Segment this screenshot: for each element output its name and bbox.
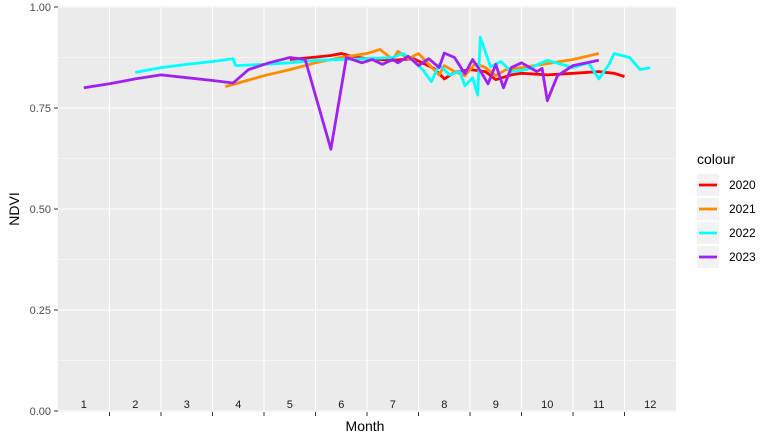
y-tick-label: 0.50 bbox=[30, 204, 51, 216]
y-tick-label: 0.75 bbox=[30, 103, 51, 115]
month-label: 9 bbox=[493, 399, 499, 411]
month-label: 1 bbox=[81, 399, 87, 411]
x-axis bbox=[109, 412, 625, 416]
month-label: 12 bbox=[644, 399, 656, 411]
month-label: 5 bbox=[287, 399, 293, 411]
month-label: 6 bbox=[338, 399, 344, 411]
y-axis: 0.00 0.25 0.50 0.75 1.00 bbox=[30, 2, 58, 418]
month-label: 10 bbox=[541, 399, 553, 411]
major-gridlines bbox=[58, 6, 676, 412]
month-label: 4 bbox=[235, 399, 241, 411]
y-tick-label: 0.25 bbox=[30, 305, 51, 317]
month-label: 11 bbox=[593, 399, 604, 411]
legend-label-2020: 2020 bbox=[729, 178, 756, 192]
legend: colour 2020 2021 2022 2023 bbox=[697, 151, 756, 268]
legend-label-2022: 2022 bbox=[729, 226, 756, 240]
legend-label-2021: 2021 bbox=[729, 202, 756, 216]
legend-label-2023: 2023 bbox=[729, 250, 756, 264]
y-tick-label: 0.00 bbox=[30, 406, 51, 418]
month-label: 7 bbox=[390, 399, 396, 411]
legend-title: colour bbox=[697, 151, 735, 167]
series-line-2023 bbox=[83, 51, 600, 151]
x-axis-title: Month bbox=[346, 418, 385, 434]
month-label: 2 bbox=[132, 399, 138, 411]
y-axis-title: NDVI bbox=[6, 192, 22, 225]
month-labels: 1 2 3 4 5 6 7 8 9 10 11 12 bbox=[81, 399, 657, 411]
y-tick-label: 1.00 bbox=[30, 2, 51, 14]
series-lines bbox=[83, 35, 651, 151]
month-label: 8 bbox=[441, 399, 447, 411]
month-label: 3 bbox=[184, 399, 190, 411]
